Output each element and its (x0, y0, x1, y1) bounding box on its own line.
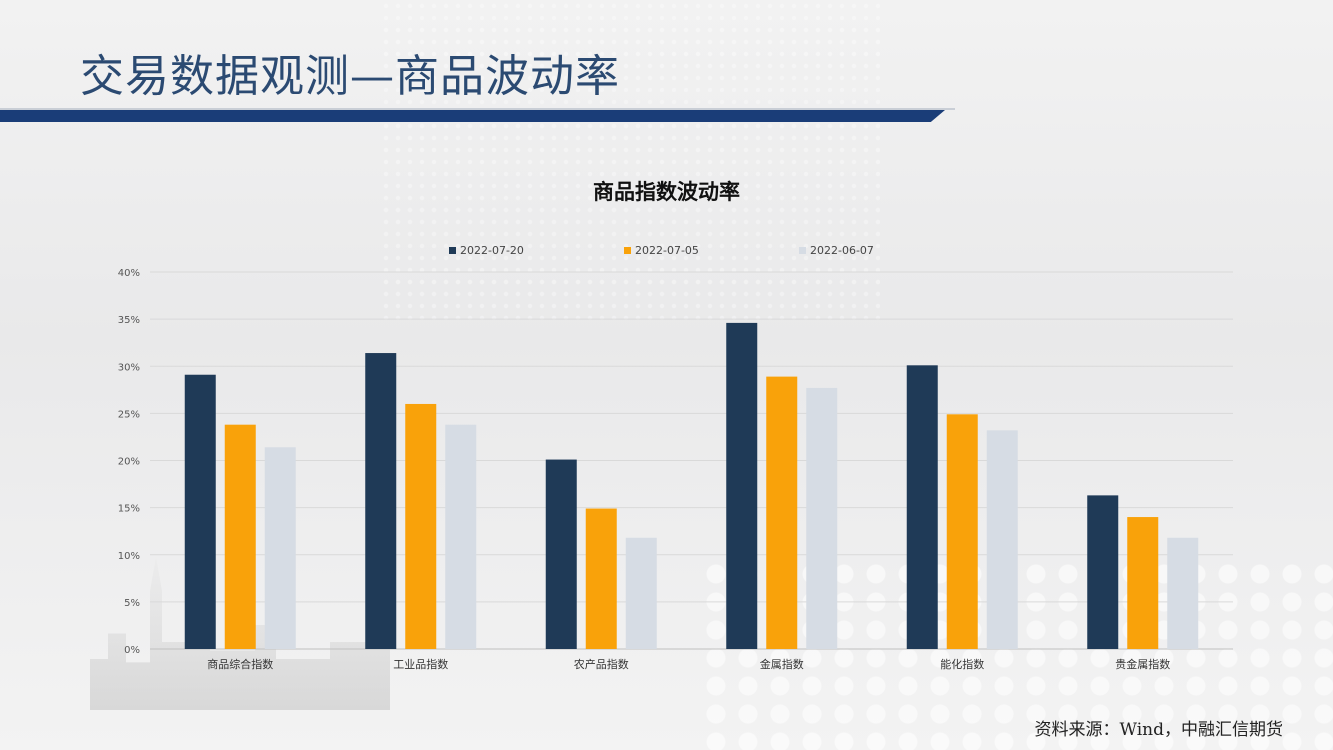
bar-series-3 (625, 537, 657, 649)
x-tick-label: 能化指数 (940, 657, 984, 671)
background-world-map (380, 0, 880, 320)
bar-series-1 (184, 374, 216, 649)
x-tick-label: 贵金属指数 (1115, 657, 1170, 671)
legend-item-series-3: 2022-06-07 (799, 244, 974, 257)
legend-label-series-2: 2022-07-05 (635, 244, 699, 257)
y-tick-label: 0% (124, 645, 140, 656)
chart-legend: 2022-07-20 2022-07-05 2022-06-07 (449, 244, 974, 257)
legend-item-series-2: 2022-07-05 (624, 244, 799, 257)
bar-series-2 (766, 376, 798, 649)
y-tick-label: 20% (118, 457, 140, 468)
legend-label-series-3: 2022-06-07 (810, 244, 874, 257)
y-tick-label: 30% (118, 362, 140, 373)
bar-series-3 (806, 387, 838, 649)
page-title: 交易数据观测—商品波动率 (80, 51, 620, 102)
y-tick-label: 40% (118, 268, 140, 279)
title-bar-highlight (0, 108, 955, 110)
source-note: 资料来源：Wind，中融汇信期货 (1034, 720, 1283, 740)
y-tick-label: 5% (124, 598, 140, 609)
legend-swatch-series-3 (799, 247, 806, 254)
bar-series-3 (986, 430, 1018, 649)
bar-series-3 (445, 424, 477, 649)
legend-swatch-series-1 (449, 247, 456, 254)
bar-series-2 (1127, 517, 1159, 649)
bar-series-2 (405, 403, 437, 649)
bar-series-2 (585, 508, 617, 649)
legend-label-series-1: 2022-07-20 (460, 244, 524, 257)
bar-series-1 (545, 459, 577, 649)
bar-series-3 (1167, 537, 1199, 649)
bar-series-2 (224, 424, 256, 649)
title-bar (0, 110, 945, 122)
legend-swatch-series-2 (624, 247, 631, 254)
bar-series-3 (264, 447, 296, 649)
y-tick-label: 10% (118, 551, 140, 562)
x-tick-label: 农产品指数 (574, 657, 629, 671)
x-tick-label: 工业品指数 (393, 657, 448, 671)
legend-item-series-1: 2022-07-20 (449, 244, 624, 257)
chart-title: 商品指数波动率 (593, 180, 740, 204)
bar-series-1 (365, 353, 397, 649)
x-tick-label: 金属指数 (760, 657, 804, 671)
bar-series-1 (1087, 495, 1119, 649)
bar-series-2 (946, 414, 978, 649)
bar-series-1 (726, 322, 758, 649)
y-tick-label: 15% (118, 504, 140, 515)
bar-series-1 (906, 365, 938, 649)
y-tick-label: 25% (118, 409, 140, 420)
y-tick-label: 35% (118, 315, 140, 326)
x-tick-label: 商品综合指数 (207, 657, 273, 671)
